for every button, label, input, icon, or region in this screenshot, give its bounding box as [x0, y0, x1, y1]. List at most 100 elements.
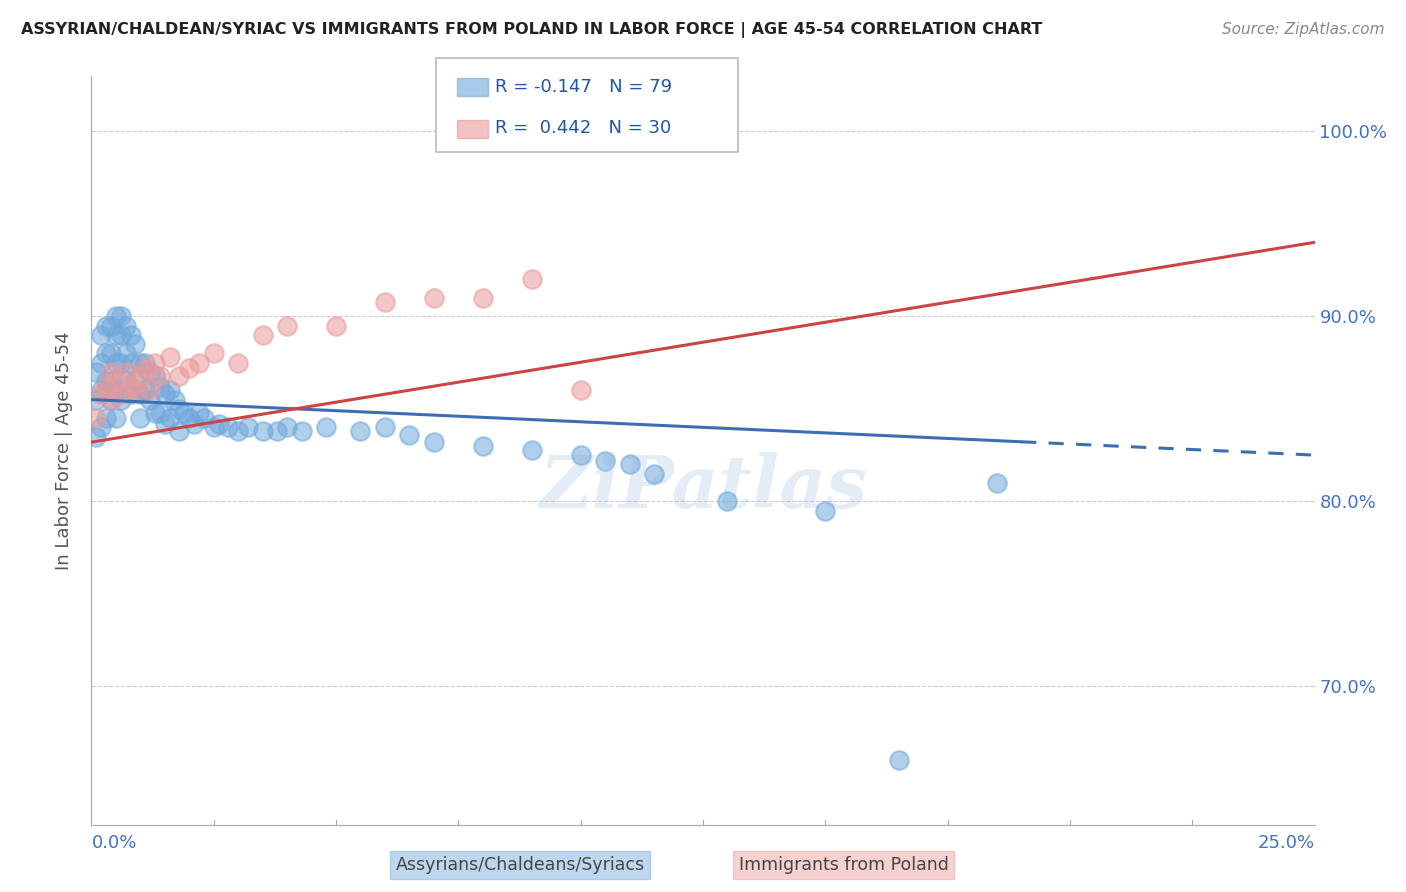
Point: [149, 379, 172, 393]
Point: [129, 368, 152, 383]
Point: [520, 442, 543, 457]
Point: [252, 424, 274, 438]
Point: [471, 439, 494, 453]
Point: [236, 420, 259, 434]
Point: [423, 291, 446, 305]
Point: [374, 294, 396, 309]
Point: [90, 355, 112, 369]
Point: [100, 365, 122, 379]
Point: [202, 420, 225, 434]
Y-axis label: In Labor Force | Age 45-54: In Labor Force | Age 45-54: [55, 331, 73, 570]
Point: [226, 355, 249, 369]
Point: [110, 355, 132, 369]
Text: R = -0.147   N = 79: R = -0.147 N = 79: [495, 78, 672, 95]
Point: [129, 411, 152, 425]
Point: [398, 427, 420, 442]
Point: [114, 374, 136, 388]
Point: [349, 424, 371, 438]
Point: [159, 411, 181, 425]
Point: [104, 310, 127, 324]
Point: [134, 361, 156, 376]
Point: [100, 392, 122, 407]
Point: [104, 384, 127, 398]
Point: [471, 291, 494, 305]
Point: [94, 346, 117, 360]
Point: [593, 453, 616, 467]
Point: [124, 384, 146, 398]
Point: [325, 318, 347, 333]
Point: [134, 384, 156, 398]
Point: [94, 411, 117, 425]
Point: [120, 355, 142, 369]
Point: [114, 365, 136, 379]
Point: [569, 384, 592, 398]
Point: [110, 392, 132, 407]
Point: [252, 327, 274, 342]
Text: 0.0%: 0.0%: [91, 834, 136, 853]
Point: [153, 417, 176, 431]
Point: [276, 318, 298, 333]
Point: [84, 411, 107, 425]
Text: ZiPatlas: ZiPatlas: [538, 452, 868, 524]
Point: [84, 392, 107, 407]
Point: [129, 387, 152, 401]
Point: [120, 379, 142, 393]
Point: [986, 475, 1008, 490]
Point: [315, 420, 337, 434]
Point: [183, 417, 205, 431]
Point: [643, 467, 665, 481]
Point: [193, 411, 215, 425]
Point: [120, 387, 142, 401]
Text: ASSYRIAN/CHALDEAN/SYRIAC VS IMMIGRANTS FROM POLAND IN LABOR FORCE | AGE 45-54 CO: ASSYRIAN/CHALDEAN/SYRIAC VS IMMIGRANTS F…: [21, 22, 1042, 38]
Point: [188, 405, 211, 419]
Point: [100, 318, 122, 333]
Point: [143, 355, 166, 369]
Point: [520, 272, 543, 286]
Point: [94, 374, 117, 388]
Point: [110, 310, 132, 324]
Point: [100, 374, 122, 388]
Point: [124, 374, 146, 388]
Text: Immigrants from Poland: Immigrants from Poland: [738, 856, 949, 874]
Point: [202, 346, 225, 360]
Point: [100, 392, 122, 407]
Point: [569, 448, 592, 462]
Point: [100, 346, 122, 360]
Point: [143, 405, 166, 419]
Point: [84, 429, 107, 443]
Point: [94, 379, 117, 393]
Point: [374, 420, 396, 434]
Point: [104, 327, 127, 342]
Point: [90, 420, 112, 434]
Point: [139, 365, 162, 379]
Point: [153, 387, 176, 401]
Point: [134, 355, 156, 369]
Point: [169, 368, 191, 383]
Point: [276, 420, 298, 434]
Point: [159, 350, 181, 364]
Point: [90, 327, 112, 342]
Point: [619, 120, 641, 135]
Point: [104, 355, 127, 369]
Point: [217, 420, 239, 434]
Point: [169, 424, 191, 438]
Point: [110, 387, 132, 401]
Text: 25.0%: 25.0%: [1257, 834, 1315, 853]
Point: [84, 365, 107, 379]
Point: [129, 355, 152, 369]
Point: [179, 361, 201, 376]
Point: [90, 384, 112, 398]
Point: [124, 337, 146, 351]
Point: [114, 346, 136, 360]
Point: [179, 411, 201, 425]
Point: [159, 384, 181, 398]
Point: [716, 494, 738, 508]
Point: [169, 401, 191, 416]
Point: [143, 368, 166, 383]
Point: [887, 753, 910, 767]
Point: [188, 355, 211, 369]
Point: [139, 384, 162, 398]
Point: [139, 392, 162, 407]
Point: [814, 503, 837, 517]
Point: [226, 424, 249, 438]
